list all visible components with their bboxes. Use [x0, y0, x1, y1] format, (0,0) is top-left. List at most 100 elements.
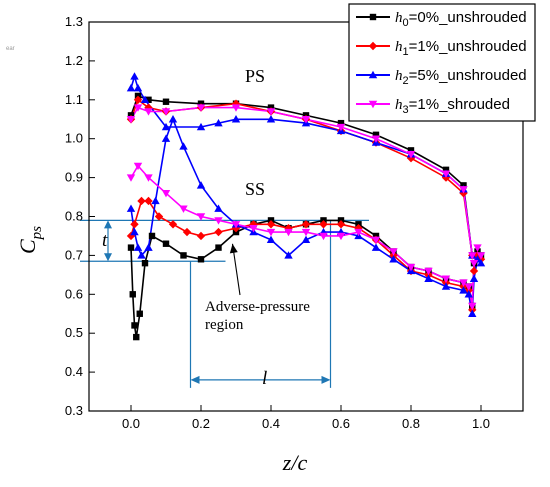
series-2-ps-point [196, 122, 206, 131]
series-3-ss-point [354, 228, 363, 237]
series-1-ss-point [137, 196, 146, 206]
series-0-ss-point [215, 244, 222, 251]
series-3-ps-point [336, 123, 346, 132]
series-3-ss-point [336, 232, 346, 241]
y-tick-label: 1.3 [65, 14, 83, 29]
series-2-ss-point [424, 274, 433, 282]
y-tick-label: 0.9 [65, 170, 83, 185]
series-2-ps-point [231, 115, 241, 123]
y-axis-title-sub: ps [29, 226, 45, 241]
series-1-ss-point [469, 266, 479, 276]
y-axis-title: Cps [15, 226, 45, 254]
series-3-ss-point [133, 162, 143, 171]
series-2-ss-point [179, 142, 188, 150]
series-2-ss-point [168, 115, 178, 123]
series-2-ss-point [469, 274, 479, 282]
y-tick-label: 0.5 [65, 325, 83, 340]
x-tick-label: 1.0 [472, 416, 490, 431]
series-2-ss-point [126, 204, 136, 212]
y-tick-label: 0.3 [65, 403, 83, 418]
y-tick-label: 0.6 [65, 286, 83, 301]
series-3-ss-point [144, 174, 153, 182]
series-3-ss-point [301, 228, 311, 237]
series-3-ss-point [473, 244, 482, 252]
series-0-ss-point [197, 256, 205, 263]
series-3-ss-point [371, 236, 381, 245]
series-0-ss-point [136, 310, 143, 317]
series-2-ss-point [441, 282, 451, 290]
series-1-ps-point [144, 103, 153, 112]
series-3-ps-point [468, 252, 477, 260]
series-2-ss-point [284, 251, 293, 259]
y-tick-label: 1.1 [65, 92, 83, 107]
series-0-ss-point [162, 240, 170, 247]
series-2-ps-point [161, 122, 171, 131]
series-3-ss-point [214, 217, 223, 225]
x-tick-label: 0.8 [402, 416, 420, 431]
series-0-ss-point [127, 244, 135, 251]
series-2-ss-point [301, 235, 311, 244]
series-2-ss-point [389, 255, 398, 263]
series-1-ss-point [154, 212, 164, 221]
series-3-ss-point [459, 279, 468, 287]
legend-marker-1 [368, 41, 378, 51]
legend-box [348, 3, 536, 122]
series-0-ss-point [131, 322, 138, 329]
series-1-ss-point [319, 220, 328, 229]
series-2-ss-point [464, 290, 473, 298]
ss-label: SS [245, 179, 265, 199]
y-tick-label: 0.8 [65, 209, 83, 224]
series-1-ss-point [182, 227, 192, 237]
series-2-ss-point [130, 227, 139, 236]
adverse-label-line1: Adverse-pressure [205, 299, 310, 315]
l-arrow-head-left [190, 375, 200, 384]
series-3-ss-point [389, 248, 398, 256]
series-2-ss-point [161, 134, 171, 142]
series-2-ss-point [476, 258, 486, 267]
legend: h0=0%_unshrouded h1=1%_unshrouded h2=5%_un… [348, 3, 536, 122]
series-3-ps-point [371, 135, 381, 143]
legend-label-3: h3=1%_shrouded [395, 96, 510, 116]
series-0-ps-point [162, 98, 170, 105]
marker-layer [126, 72, 486, 341]
series-3-ss-point [406, 263, 416, 272]
y-tick-label: 1.0 [65, 131, 83, 146]
series-3-ss-point [284, 228, 293, 237]
series-0-ss-point [129, 291, 136, 298]
series-3-ss-point [249, 224, 258, 233]
series-3-ps-point [459, 186, 468, 194]
legend-marker-2 [368, 70, 378, 79]
adverse-label-line2: region [205, 317, 244, 333]
series-2-ss-point [266, 235, 276, 244]
series-3-ps-point [231, 104, 241, 112]
x-axis-ticks: 0.0 0.2 0.4 0.6 0.8 1.0 [122, 405, 490, 431]
legend-label-0: h0=0%_unshrouded [395, 9, 527, 29]
series-2-ss-point [468, 309, 477, 317]
series-0-ps-point [145, 96, 152, 103]
series-2-ss-point [214, 204, 223, 212]
series-2-ps-point [140, 95, 150, 103]
series-3-ss-point [179, 205, 188, 213]
series-1-ps-point [133, 95, 143, 104]
series-3-ss-point [464, 283, 473, 291]
x-tick-label: 0.0 [122, 416, 140, 431]
y-tick-label: 1.2 [65, 53, 83, 68]
legend-marker-3 [368, 100, 378, 109]
series-3-ss-point [468, 302, 477, 311]
series-3-ss-point [476, 252, 486, 260]
series-2-ss-point [196, 181, 206, 189]
series-2-ps-point [130, 72, 139, 80]
series-3-ss-point [126, 174, 136, 182]
series-3-ps-point [144, 108, 153, 116]
series-3-ps-point [126, 116, 136, 124]
series-0-ss-point [133, 333, 140, 341]
series-2-ss-point [371, 243, 381, 251]
series-0-ss-point [148, 232, 156, 240]
series-3-ss-point [231, 221, 241, 229]
series-3-ps-point [196, 104, 206, 112]
series-2-ps-point [214, 118, 223, 127]
svg-text:Cps: Cps [15, 226, 45, 254]
series-2-ss-point [137, 251, 146, 259]
x-tick-label: 0.4 [262, 416, 280, 431]
